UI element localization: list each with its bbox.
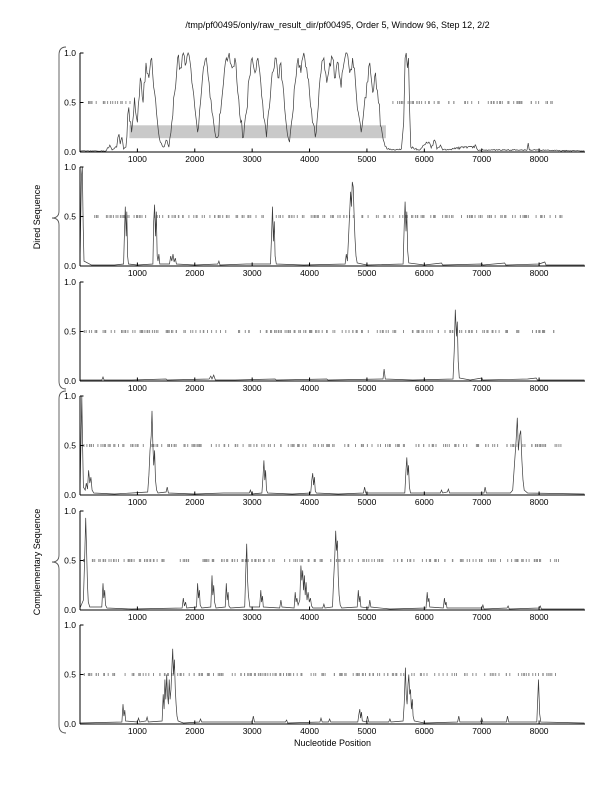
x-tick-label: 3000 [243,154,262,164]
x-tick-label: 1000 [128,268,147,278]
panel-complementary-panel-1: 1.0 0.5 0.0 1000 2000 3000 4000 5000 6000 7000 800… [64,391,585,507]
group-label-direct-sequence: Dired Sequence [32,184,42,250]
x-tick-label: 8000 [530,497,549,507]
panel-direct-panel-3: 1.0 0.5 0.0 1000 2000 3000 4000 5000 6000 7000 800… [64,277,585,393]
x-tick-label: 7000 [472,612,491,622]
x-tick-label: 1000 [128,612,147,622]
probability-trace [79,517,585,610]
x-tick-label: 1000 [128,154,147,164]
x-tick-label: 2000 [185,497,204,507]
y-tick-label: 1.0 [64,391,76,401]
brace-complementary-sequence [51,390,67,734]
y-tick-label: 1.0 [64,620,76,630]
panel-direct-panel-1: 1.0 0.5 0.0 1000 2000 3000 4000 5000 6000 7000 800… [64,48,585,164]
brace-direct-sequence [51,46,67,390]
x-tick-label: 4000 [300,726,319,736]
x-tick-label: 5000 [357,497,376,507]
y-tick-label: 1.0 [64,162,76,172]
midline-hash-marks [88,101,553,104]
x-tick-label: 2000 [185,154,204,164]
x-tick-label: 5000 [357,154,376,164]
y-tick-label: 0.5 [64,327,76,337]
y-tick-label: 1.0 [64,506,76,516]
y-tick-label: 0.5 [64,556,76,566]
x-tick-label: 6000 [415,497,434,507]
x-tick-label: 2000 [185,612,204,622]
y-tick-label: 0.0 [64,490,76,500]
x-tick-label: 6000 [415,154,434,164]
x-tick-label: 6000 [415,612,434,622]
probability-trace [79,51,585,152]
x-tick-label: 7000 [472,154,491,164]
x-tick-label: 2000 [185,268,204,278]
y-tick-label: 0.5 [64,670,76,680]
y-tick-label: 1.0 [64,48,76,58]
x-tick-label: 6000 [415,383,434,393]
x-tick-label: 3000 [243,383,262,393]
x-tick-label: 1000 [128,726,147,736]
x-tick-label: 7000 [472,497,491,507]
y-tick-label: 1.0 [64,277,76,287]
group-label-complementary-sequence: Complementary Sequence [32,508,42,616]
midline-hash-marks [94,215,563,218]
x-tick-label: 8000 [530,612,549,622]
panel-direct-panel-2: 1.0 0.5 0.0 1000 2000 3000 4000 5000 6000 7000 800… [64,162,585,278]
x-tick-label: 7000 [472,383,491,393]
y-tick-label: 0.0 [64,605,76,615]
x-tick-label: 3000 [243,726,262,736]
x-tick-label: 8000 [530,154,549,164]
probability-trace [80,309,585,381]
plot-title: /tmp/pf00495/only/raw_result_dir/pf00495… [185,20,490,30]
x-tick-label: 3000 [243,612,262,622]
probability-trace [79,166,585,266]
x-tick-label: 7000 [472,726,491,736]
x-tick-label: 5000 [357,268,376,278]
x-tick-label: 4000 [300,154,319,164]
y-tick-label: 0.0 [64,719,76,729]
x-tick-label: 5000 [357,383,376,393]
x-tick-label: 2000 [185,383,204,393]
midline-hash-marks [83,444,562,447]
midline-hash-marks [83,559,559,562]
highlight-band [129,125,386,139]
x-tick-label: 3000 [243,268,262,278]
y-tick-label: 0.0 [64,261,76,271]
x-tick-label: 1000 [128,497,147,507]
midline-hash-marks [83,673,556,676]
x-tick-label: 4000 [300,383,319,393]
x-tick-label: 8000 [530,268,549,278]
panel-complementary-panel-3: 1.0 0.5 0.0 1000 2000 3000 4000 5000 6000 7000 800… [64,620,585,736]
x-tick-label: 1000 [128,383,147,393]
x-tick-label: 5000 [357,612,376,622]
x-tick-label: 8000 [530,726,549,736]
x-tick-label: 4000 [300,268,319,278]
x-tick-label: 4000 [300,612,319,622]
x-tick-label: 3000 [243,497,262,507]
panel-complementary-panel-2: 1.0 0.5 0.0 1000 2000 3000 4000 5000 6000 7000 800… [64,506,585,622]
y-tick-label: 0.5 [64,98,76,108]
probability-trace [79,648,585,724]
x-axis-label: Nucleotide Position [293,738,372,748]
x-tick-label: 7000 [472,268,491,278]
y-tick-label: 0.0 [64,376,76,386]
x-tick-label: 5000 [357,726,376,736]
x-tick-label: 8000 [530,383,549,393]
y-tick-label: 0.0 [64,147,76,157]
midline-hash-marks [83,330,555,333]
x-tick-label: 6000 [415,268,434,278]
x-tick-label: 6000 [415,726,434,736]
x-tick-label: 2000 [185,726,204,736]
y-tick-label: 0.5 [64,212,76,222]
x-tick-label: 4000 [300,497,319,507]
y-tick-label: 0.5 [64,441,76,451]
probability-trace [79,395,585,495]
